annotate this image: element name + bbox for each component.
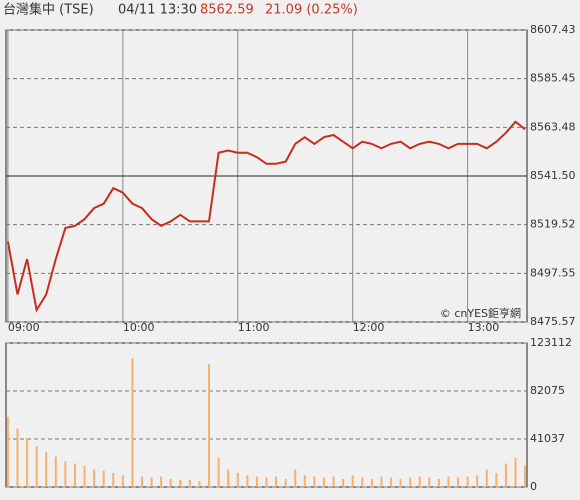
volume-bar xyxy=(45,451,48,487)
volume-bar xyxy=(112,472,115,487)
y-tick-label: 8607.43 xyxy=(530,23,576,36)
volume-bar xyxy=(255,476,258,487)
volume-bar xyxy=(361,477,364,487)
volume-bar xyxy=(227,469,230,487)
plot-area xyxy=(5,342,528,488)
volume-bar xyxy=(6,416,9,487)
volume-bar xyxy=(83,465,86,487)
volume-bar xyxy=(131,358,134,487)
volume-bar xyxy=(246,475,249,487)
watermark: © cnYES鉅亨網 xyxy=(440,306,521,320)
volume-bar xyxy=(303,475,306,487)
volume-bar xyxy=(370,478,373,487)
volume-bar xyxy=(351,475,354,487)
volume-bar xyxy=(418,476,421,487)
volume-bar xyxy=(524,465,527,487)
volume-bar xyxy=(179,479,182,487)
volume-bar xyxy=(399,478,402,487)
volume-bar xyxy=(26,437,29,487)
volume-bar xyxy=(437,478,440,487)
volume-bar xyxy=(294,469,297,487)
volume-bar xyxy=(504,463,507,487)
x-tick-label: 11:00 xyxy=(238,321,270,334)
volume-bar xyxy=(217,457,220,487)
volume-bar xyxy=(16,428,19,487)
volume-bar xyxy=(466,476,469,487)
volume-bar xyxy=(150,477,153,487)
volume-bar xyxy=(514,457,517,487)
timestamp: 04/11 13:30 xyxy=(118,3,197,18)
index-name: 台灣集中 (TSE) xyxy=(3,2,94,18)
volume-bar xyxy=(169,478,172,487)
price: 8562.59 xyxy=(200,3,254,18)
y-tick-label: 82075 xyxy=(530,384,565,397)
volume-bar xyxy=(457,477,460,487)
change: 21.09 (0.25%) xyxy=(265,3,358,18)
volume-bar xyxy=(476,475,479,487)
volume-bar xyxy=(140,476,143,487)
volume-bar xyxy=(380,476,383,487)
volume-bar xyxy=(409,477,412,487)
volume-bar xyxy=(313,476,316,487)
volume-bar xyxy=(35,446,38,487)
price-line xyxy=(6,120,526,313)
volume-bar xyxy=(265,477,268,487)
volume-bar xyxy=(428,477,431,487)
volume-bar xyxy=(495,472,498,487)
x-tick-label: 12:00 xyxy=(353,321,385,334)
volume-bar xyxy=(121,475,124,487)
x-tick-label: 13:00 xyxy=(468,321,500,334)
y-tick-label: 8541.50 xyxy=(530,169,576,182)
y-tick-label: 0 xyxy=(530,480,537,493)
volume-bar xyxy=(275,476,278,487)
y-tick-label: 41037 xyxy=(530,432,565,445)
y-tick-label: 8563.48 xyxy=(530,120,576,133)
volume-bar xyxy=(188,479,191,487)
y-tick-label: 8497.55 xyxy=(530,266,576,279)
volume-bar xyxy=(102,470,105,487)
volume-bar xyxy=(236,472,239,487)
y-tick-label: 8585.45 xyxy=(530,72,576,85)
x-tick-label: 09:00 xyxy=(8,321,40,334)
volume-bar xyxy=(64,461,67,487)
y-tick-label: 8519.52 xyxy=(530,218,576,231)
volume-bar xyxy=(208,364,211,487)
volume-bar xyxy=(390,477,393,487)
x-tick-label: 10:00 xyxy=(123,321,155,334)
y-tick-label: 8475.57 xyxy=(530,315,576,328)
volume-bar xyxy=(447,476,450,487)
y-tick-label: 123112 xyxy=(530,336,572,349)
volume-bar xyxy=(73,463,76,487)
volume-bar xyxy=(54,456,57,487)
volume-bar xyxy=(342,478,345,487)
volume-bar xyxy=(485,469,488,487)
volume-bar xyxy=(93,469,96,487)
volume-bar xyxy=(284,478,287,487)
volume-bar xyxy=(332,476,335,487)
volume-bar xyxy=(322,477,325,487)
volume-bar xyxy=(198,481,201,487)
volume-bar xyxy=(160,476,163,487)
